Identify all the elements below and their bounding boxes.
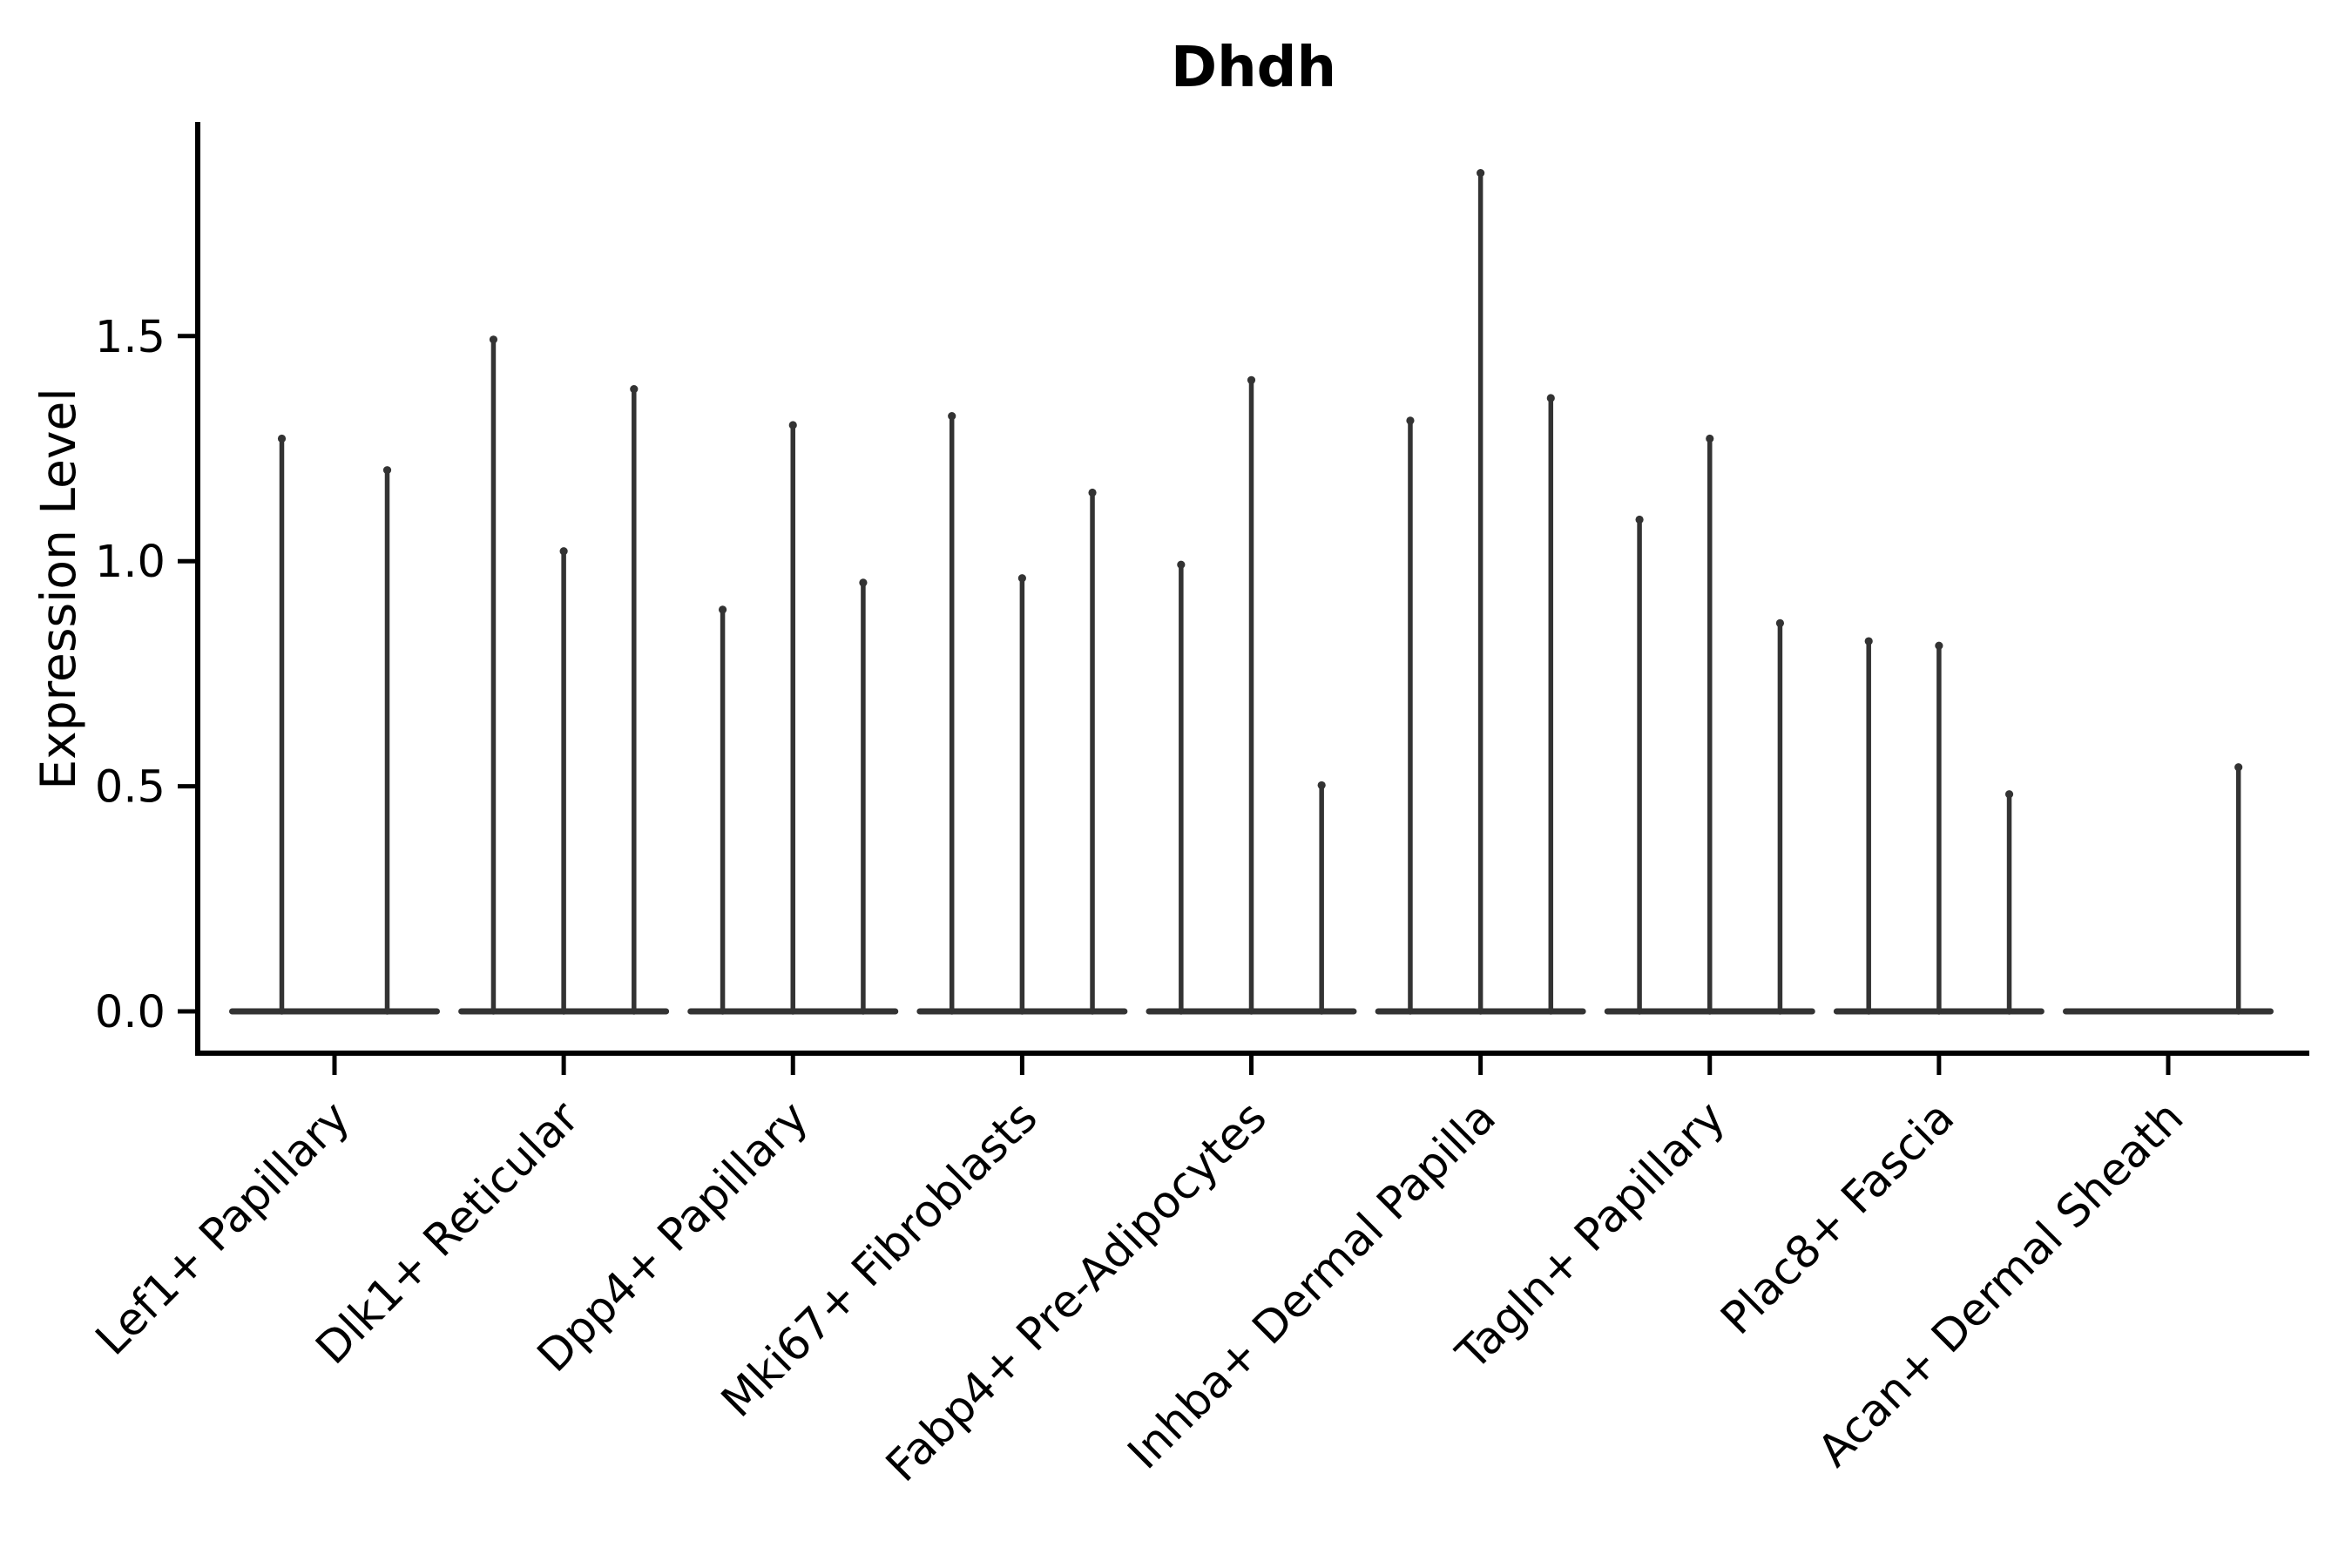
violin-spike-tip [2004,790,2014,799]
violin-spike-tip [1935,641,1943,650]
violin-spike-tip [859,578,868,587]
violin-group [1146,375,1357,1015]
y-tick-label: 1.0 [95,537,166,588]
violin-group [458,335,670,1015]
violin-spike-tip [1017,574,1026,583]
violin-spike-tip [630,385,639,394]
violin-spike-tip [718,605,727,614]
violin-spike-tip [1177,560,1186,569]
violin-spike-tip [559,547,568,556]
violin-group [1833,637,2044,1015]
x-tick-label: Lef1+ Papillary [86,1092,360,1365]
violin-group [1375,168,1586,1015]
axes-layer [178,122,2309,1075]
violin-spike-tip [382,466,392,475]
y-tick-label: 0.0 [95,987,166,1038]
x-tick-label: Acan+ Dermal Sheath [1808,1092,2193,1477]
violin-spike-tip [1864,637,1873,645]
violin-group [229,434,440,1015]
y-tick-label: 0.5 [95,762,166,814]
violin-spike-tip [277,434,287,443]
violin-baseline [2063,1008,2274,1015]
violin-group [1604,434,1815,1015]
violin-group [2063,763,2274,1015]
violin-spike-tip [1317,781,1326,790]
x-tick-label: Inhba+ Dermal Papilla [1119,1092,1506,1479]
violin-spike-tip [788,421,797,429]
violins-layer [229,168,2274,1015]
violin-group [916,412,1128,1015]
violin-spike-tip [2234,763,2243,772]
violin-spike-tip [1706,434,1714,443]
violin-baseline [229,1008,440,1015]
x-tick-label: Plac8+ Fascia [1712,1092,1964,1344]
chart-title: Dhdh [1171,36,1336,100]
violin-spike-tip [1775,618,1785,627]
violin-spike-tip [1546,394,1555,402]
x-tick-label: Fabp4+ Pre-Adipocytes [876,1092,1276,1491]
violin-spike-tip [948,412,956,421]
violin-spike-tip [1635,515,1644,524]
y-tick-label: 1.5 [95,312,166,363]
violin-spike-tip [1088,488,1097,497]
violin-spike-tip [1247,375,1256,384]
violin-spike-tip [1477,168,1485,178]
violin-spike-tip [489,335,498,344]
y-axis-label: Expression Level [30,388,86,789]
violin-spike-tip [1406,416,1415,425]
violin-group [687,421,899,1015]
